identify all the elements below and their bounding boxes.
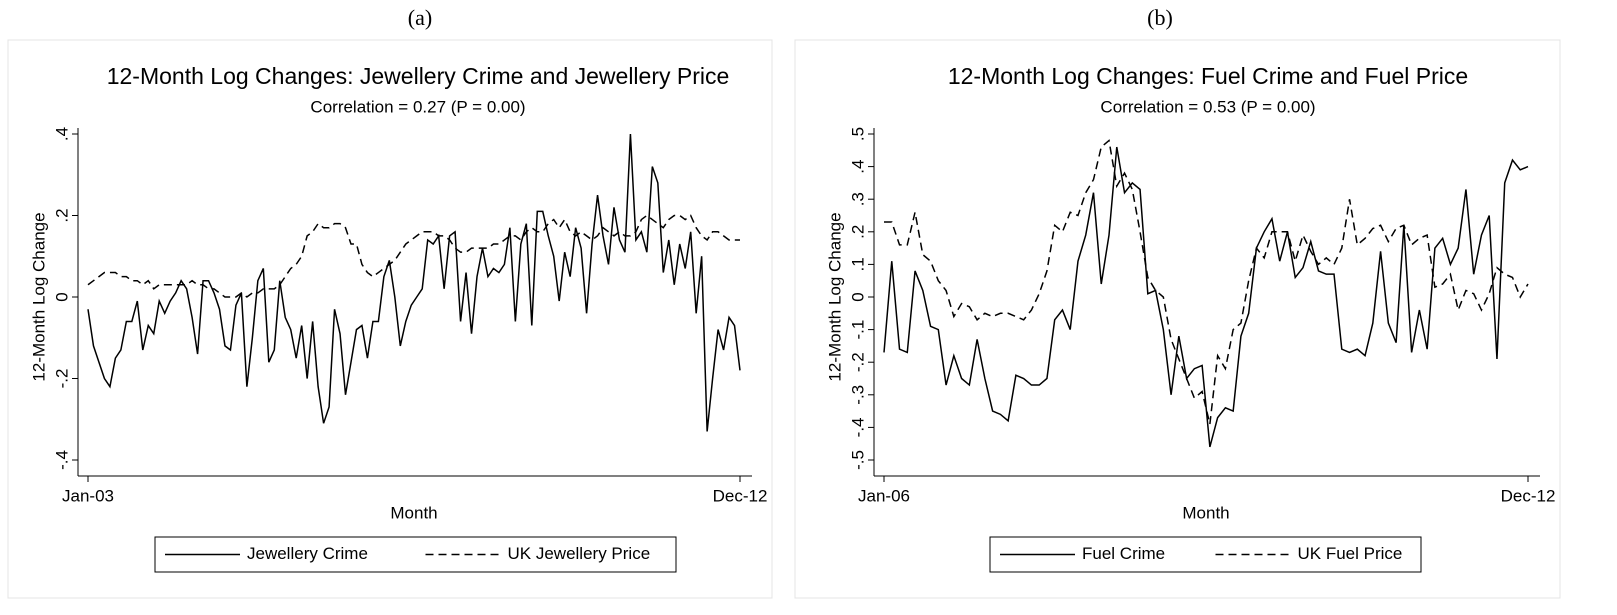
legend-label: Jewellery Crime [247,544,368,563]
series-line [87,214,740,298]
y-tick-label: .3 [848,192,867,206]
panel-frame [7,39,773,599]
panel-frame [794,39,1561,599]
y-tick-label: -.2 [848,352,867,372]
y-tick-label: .4 [848,160,867,174]
y-tick-label: .1 [848,257,867,271]
chart-title: 12-Month Log Changes: Jewellery Crime an… [107,63,730,89]
x-axis-label: Month [390,503,437,522]
y-tick-label: -.4 [848,417,867,437]
y-tick-label: .2 [52,208,71,222]
y-tick-label: 0 [848,292,867,301]
legend-label: Fuel Crime [1082,544,1165,563]
x-tick-label: Dec-12 [713,486,768,505]
panel: (b) 12-Month Log Changes: Fuel Crime and … [794,5,1561,599]
chart-subtitle: Correlation = 0.53 (P = 0.00) [1100,97,1315,116]
x-tick-label: Jan-03 [62,486,114,505]
legend-label: UK Fuel Price [1298,544,1403,563]
y-tick-label: .2 [848,225,867,239]
legend-box [154,536,677,573]
panel: (a) 12-Month Log Changes: Jewellery Crime… [7,5,773,599]
chart-title: 12-Month Log Changes: Fuel Crime and Fue… [948,63,1468,89]
y-tick-label: -.3 [848,385,867,405]
y-tick-label: -.5 [848,450,867,470]
series-line [87,133,741,432]
y-tick-label: .5 [848,127,867,141]
y-tick-label: -.1 [848,320,867,340]
y-tick-label: .4 [52,127,71,141]
y-axis-label: 12-Month Log Change [29,212,48,381]
y-axis-label: 12-Month Log Change [825,212,844,381]
chart-subtitle: Correlation = 0.27 (P = 0.00) [310,97,525,116]
x-tick-label: Dec-12 [1501,486,1556,505]
y-tick-label: -.4 [52,450,71,470]
panel-label: (b) [1147,5,1173,30]
y-tick-label: 0 [52,292,71,301]
x-axis-label: Month [1182,503,1229,522]
series-line [884,139,1529,425]
x-tick-label: Jan-06 [858,486,910,505]
legend-label: UK Jewellery Price [508,544,651,563]
panel-label: (a) [408,5,432,30]
y-tick-label: -.2 [52,369,71,389]
series-line [883,146,1529,448]
